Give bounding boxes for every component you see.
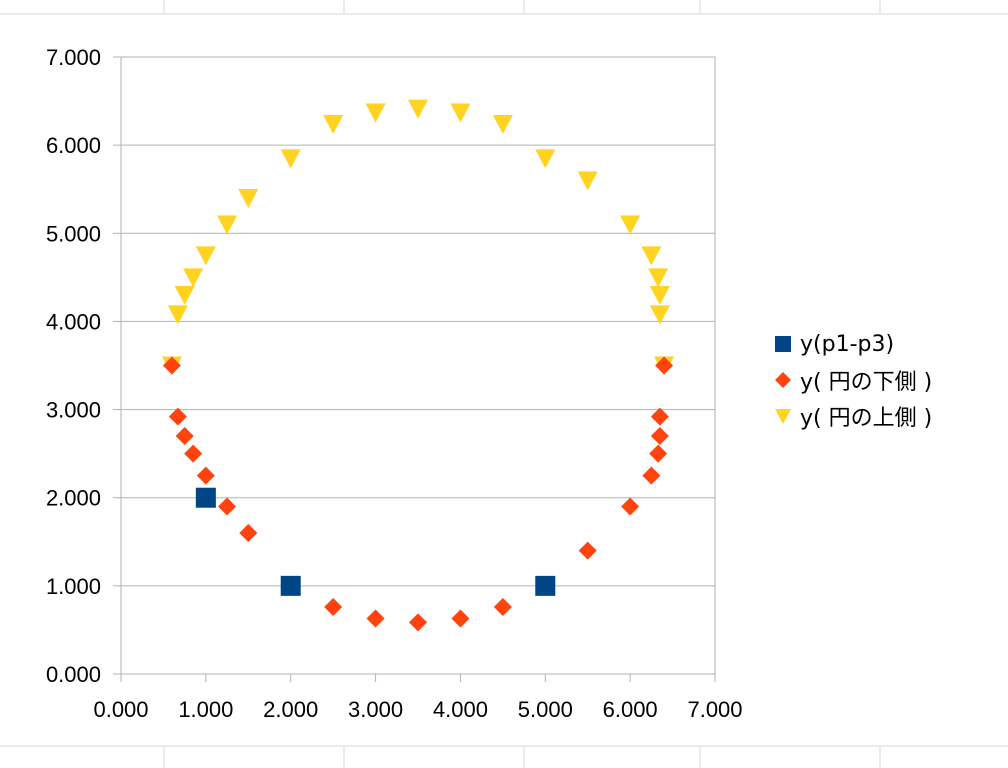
data-point-lower-circle bbox=[218, 497, 237, 516]
y-tick-label: 4.000 bbox=[46, 309, 101, 334]
data-point-upper-circle bbox=[577, 171, 598, 191]
y-tick-label: 5.000 bbox=[46, 221, 101, 246]
data-point-p1-p3 bbox=[195, 487, 216, 508]
legend-item-p1-p3: y(p1-p3) bbox=[772, 326, 932, 362]
diamond-marker-icon bbox=[775, 372, 791, 388]
series-markers bbox=[161, 99, 675, 632]
data-point-upper-circle bbox=[323, 114, 344, 134]
data-point-upper-circle bbox=[535, 149, 556, 169]
data-point-upper-circle bbox=[217, 215, 238, 235]
data-point-p1-p3 bbox=[535, 575, 556, 596]
legend-label: y( 円の下側 ) bbox=[800, 370, 933, 395]
data-point-upper-circle bbox=[174, 285, 195, 305]
x-tick-label: 6.000 bbox=[603, 697, 658, 722]
data-point-lower-circle bbox=[649, 444, 668, 463]
data-point-upper-circle bbox=[408, 99, 428, 119]
data-point-upper-circle bbox=[649, 305, 670, 325]
data-point-upper-circle bbox=[450, 103, 471, 123]
plot-area bbox=[120, 56, 716, 675]
data-point-lower-circle bbox=[642, 466, 661, 485]
data-point-upper-circle bbox=[167, 305, 188, 325]
data-point-upper-circle bbox=[649, 285, 670, 305]
x-tick-label: 1.000 bbox=[178, 697, 233, 722]
legend-item-upper-circle: y( 円の上側 ) bbox=[772, 398, 932, 434]
data-point-lower-circle bbox=[409, 613, 427, 632]
data-point-lower-circle bbox=[162, 356, 181, 375]
data-point-upper-circle bbox=[620, 215, 641, 235]
data-point-lower-circle bbox=[650, 407, 669, 426]
data-point-lower-circle bbox=[175, 427, 194, 446]
data-point-upper-circle bbox=[183, 268, 204, 288]
data-point-p1-p3 bbox=[280, 575, 301, 596]
data-point-lower-circle bbox=[239, 523, 258, 542]
data-point-lower-circle bbox=[168, 407, 187, 426]
data-point-lower-circle bbox=[578, 541, 597, 560]
x-axis-ticks: 0.000 1.000 2.000 3.000 4.000 5.000 6.000 7.000 bbox=[93, 674, 743, 722]
legend-label: y( 円の上側 ) bbox=[800, 406, 933, 431]
data-point-lower-circle bbox=[196, 466, 215, 485]
y-tick-label: 0.000 bbox=[46, 662, 101, 687]
data-point-lower-circle bbox=[650, 427, 669, 446]
data-point-upper-circle bbox=[195, 246, 216, 266]
square-marker-icon bbox=[775, 336, 791, 352]
legend-item-lower-circle: y( 円の下側 ) bbox=[772, 362, 932, 398]
data-point-lower-circle bbox=[324, 598, 343, 617]
x-tick-label: 4.000 bbox=[433, 697, 488, 722]
y-tick-label: 2.000 bbox=[46, 486, 101, 511]
grid-lines bbox=[121, 56, 715, 675]
legend: y(p1-p3) y( 円の下側 ) y( 円の上側 ) bbox=[772, 326, 932, 434]
triangle-down-marker-icon bbox=[775, 409, 791, 424]
data-point-lower-circle bbox=[366, 609, 385, 628]
data-point-upper-circle bbox=[365, 103, 386, 123]
y-tick-label: 1.000 bbox=[46, 574, 101, 599]
x-tick-label: 3.000 bbox=[348, 697, 403, 722]
data-point-upper-circle bbox=[492, 114, 513, 134]
data-point-lower-circle bbox=[621, 497, 640, 516]
data-point-upper-circle bbox=[280, 149, 301, 169]
x-tick-label: 7.000 bbox=[687, 697, 742, 722]
data-point-lower-circle bbox=[655, 356, 674, 375]
y-tick-label: 3.000 bbox=[46, 398, 101, 423]
y-axis-ticks: 0.000 1.000 2.000 3.000 4.000 5.000 6.000 7.000 bbox=[46, 45, 121, 687]
data-point-lower-circle bbox=[184, 444, 203, 463]
x-tick-label: 2.000 bbox=[263, 697, 318, 722]
data-point-lower-circle bbox=[493, 598, 512, 617]
legend-label: y(p1-p3) bbox=[800, 331, 895, 357]
data-point-lower-circle bbox=[451, 609, 470, 628]
x-tick-label: 0.000 bbox=[93, 697, 148, 722]
y-tick-label: 6.000 bbox=[46, 133, 101, 158]
data-point-upper-circle bbox=[238, 189, 259, 209]
y-tick-label: 7.000 bbox=[46, 45, 101, 70]
x-tick-label: 5.000 bbox=[518, 697, 573, 722]
data-point-upper-circle bbox=[641, 246, 662, 266]
data-point-upper-circle bbox=[648, 268, 669, 288]
